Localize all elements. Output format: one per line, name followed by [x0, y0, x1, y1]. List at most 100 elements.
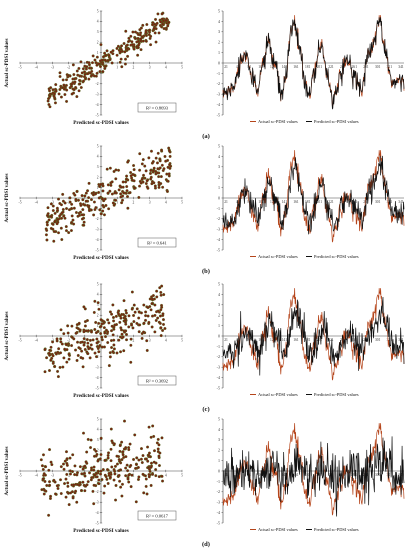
scatter-point [85, 319, 89, 322]
y-tick-label: 5 [97, 9, 99, 13]
scatter-point [146, 445, 150, 449]
y-tick-label: -4 [217, 375, 220, 380]
scatter-point [133, 433, 137, 437]
y-tick-label: -2 [96, 82, 99, 86]
x-tick-label: -3 [51, 474, 54, 478]
scatter-point [114, 198, 118, 202]
legend-predicted-label: Predicted sc-PDSI values [314, 527, 359, 532]
scatter-point [158, 321, 162, 325]
scatter-point [138, 179, 142, 183]
scatter-point [101, 70, 105, 74]
scatter-point [67, 352, 71, 356]
scatter-point [144, 457, 148, 461]
scatter-point [44, 465, 48, 469]
scatter-point [158, 451, 162, 455]
scatter-point [74, 331, 78, 335]
scatter-point [146, 314, 150, 318]
x-tick-label: 281 [363, 65, 369, 69]
scatter-point [110, 192, 114, 196]
scatter-point [84, 484, 88, 488]
y-tick-label: -5 [217, 520, 220, 525]
scatter-point [137, 310, 141, 314]
scatter-point [120, 328, 123, 332]
scatter-point [129, 343, 133, 347]
scatter-point [48, 94, 52, 98]
scatter-point [105, 167, 109, 171]
scatter-point [105, 49, 109, 53]
scatter-point [92, 465, 96, 469]
scatter-point [115, 46, 119, 50]
scatter-point [126, 54, 130, 58]
scatter-point [83, 307, 87, 311]
scatter-point [64, 229, 68, 233]
scatter-point [103, 484, 107, 488]
y-tick-label: -1 [217, 206, 220, 211]
scatter-point [56, 369, 60, 373]
scatter-point [155, 295, 159, 299]
scatter-point [144, 484, 148, 488]
y-tick-label: -2 [96, 490, 99, 494]
scatter-point [127, 446, 131, 450]
scatter-point [162, 322, 165, 326]
scatter-point [151, 169, 155, 173]
scatter-point [125, 333, 128, 336]
x-tick-label: 4 [165, 339, 167, 343]
scatter-point [149, 43, 153, 47]
scatter-point [49, 86, 53, 90]
scatter-point [118, 320, 122, 324]
y-tick-label: -1 [96, 207, 99, 211]
scatter-point [128, 191, 132, 195]
scatter-point [153, 31, 157, 35]
y-axis-title: Actual sc-PDSI values [4, 312, 10, 361]
scatter-point [59, 492, 63, 495]
y-tick-label: 1 [218, 185, 220, 190]
scatter-point [114, 498, 118, 502]
scatter-point [103, 197, 107, 201]
scatter-point [92, 454, 96, 458]
y-tick-label: 4 [218, 292, 220, 297]
scatter-point [39, 458, 43, 462]
scatter-point [140, 177, 144, 181]
x-tick-label: 3 [149, 339, 151, 343]
scatter-point [90, 347, 94, 351]
scatter-point [51, 354, 55, 358]
scatter-point [72, 191, 76, 195]
y-tick-label: -4 [96, 238, 99, 242]
scatter-point [68, 196, 72, 200]
scatter-point [115, 53, 119, 57]
scatter-point [64, 450, 68, 454]
scatter-point [47, 218, 51, 222]
scatter-point [119, 350, 123, 354]
scatter-point [167, 149, 171, 153]
scatter-point [75, 69, 79, 73]
scatter-point [154, 17, 158, 21]
scatter-point [110, 324, 114, 328]
scatter-point [112, 338, 116, 342]
scatter-point [97, 350, 101, 354]
scatter-point [135, 321, 139, 325]
x-tick-label: 321 [387, 200, 393, 204]
scatter-point [158, 24, 162, 27]
scatter-point [160, 305, 164, 309]
scatter-point [120, 44, 124, 48]
scatter-point [66, 73, 70, 77]
scatter-point [49, 214, 53, 218]
scatter-point [45, 356, 49, 360]
y-tick-label: -5 [96, 113, 99, 117]
scatter-point [113, 469, 117, 473]
scatter-point [89, 198, 93, 202]
y-tick-label: -2 [217, 354, 220, 359]
legend-actual-label: Actual sc-PDSI values [258, 254, 298, 259]
scatter-point [150, 302, 154, 306]
scatter-point [86, 329, 90, 333]
scatter-point [51, 340, 55, 344]
scatter-point [104, 54, 108, 57]
scatter-point [125, 185, 129, 189]
scatter-point [130, 323, 134, 327]
scatter-point [74, 85, 78, 89]
scatter-point [75, 471, 79, 475]
scatter-point [126, 469, 130, 473]
x-tick-label: 161 [293, 473, 299, 477]
